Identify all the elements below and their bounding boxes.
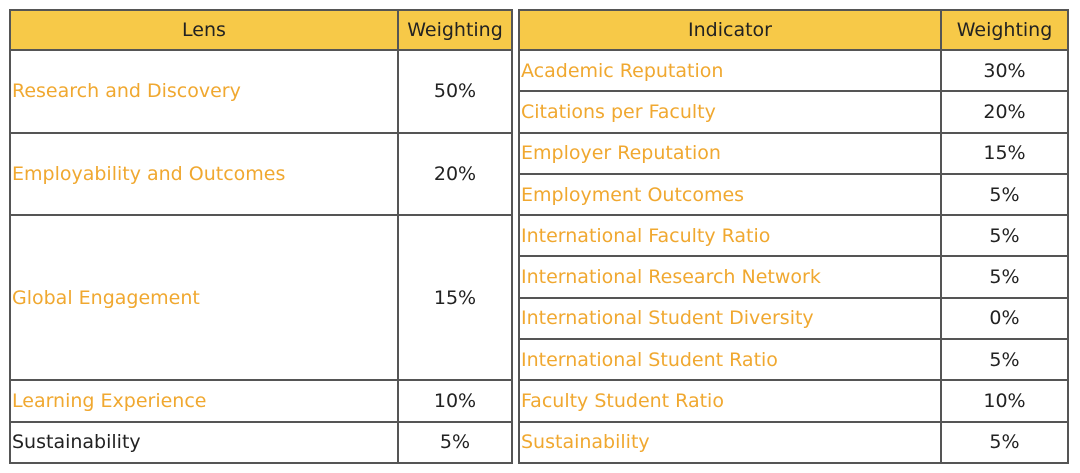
indicator-name: International Research Network <box>518 255 942 299</box>
indicator-name: Employer Reputation <box>518 131 942 175</box>
lens-name: Employability and Outcomes <box>9 131 399 217</box>
indicator-row: Employment Outcomes 5% <box>518 172 1069 217</box>
indicator-row: Sustainability 5% <box>518 420 1069 464</box>
lens-row: Employability and Outcomes 20% <box>9 131 513 217</box>
indicator-name: Citations per Faculty <box>518 90 942 134</box>
lens-row: Learning Experience 10% <box>9 379 513 423</box>
header-cell: Weighting <box>397 9 513 51</box>
lens-row: Sustainability 5% <box>9 420 513 464</box>
indicator-name: International Student Ratio <box>518 338 942 382</box>
lens-weighting: 20% <box>397 131 513 217</box>
lens-name: Global Engagement <box>9 214 399 382</box>
header-row: Lens Weighting <box>9 9 513 51</box>
lens-name: Learning Experience <box>9 379 399 423</box>
header-cell: Lens <box>9 9 399 51</box>
indicator-row: International Research Network 5% <box>518 255 1069 299</box>
lens-weighting: 5% <box>397 420 513 464</box>
indicator-weighting: 15% <box>940 131 1069 175</box>
lens-table: Lens Weighting Research and Discovery 50%… <box>9 9 513 464</box>
indicator-weighting: 5% <box>940 338 1069 382</box>
indicator-weighting: 5% <box>940 214 1069 258</box>
indicator-weighting: 5% <box>940 420 1069 464</box>
header-cell: Weighting <box>940 9 1069 51</box>
indicator-row: Employer Reputation 15% <box>518 131 1069 175</box>
lens-name: Research and Discovery <box>9 49 399 134</box>
lens-weighting: 50% <box>397 49 513 134</box>
indicator-name: International Faculty Ratio <box>518 214 942 258</box>
indicator-row: Faculty Student Ratio 10% <box>518 379 1069 423</box>
indicator-row: International Faculty Ratio 5% <box>518 214 1069 258</box>
indicator-weighting: 30% <box>940 48 1069 93</box>
indicator-weighting: 5% <box>940 255 1069 299</box>
indicator-name: Academic Reputation <box>518 48 942 93</box>
indicator-name: Faculty Student Ratio <box>518 379 942 423</box>
lens-row: Global Engagement 15% <box>9 214 513 382</box>
indicator-row: International Student Diversity 0% <box>518 296 1069 341</box>
indicator-name: Sustainability <box>518 420 942 464</box>
indicator-row: Academic Reputation 30% <box>518 48 1069 93</box>
lens-row: Research and Discovery 50% <box>9 49 513 134</box>
indicator-weighting: 0% <box>940 296 1069 341</box>
indicator-name: Employment Outcomes <box>518 172 942 217</box>
indicator-row: Citations per Faculty 20% <box>518 90 1069 134</box>
lens-name: Sustainability <box>9 420 399 464</box>
indicator-weighting: 10% <box>940 379 1069 423</box>
indicator-row: International Student Ratio 5% <box>518 338 1069 382</box>
header-row: Indicator Weighting <box>518 9 1069 51</box>
lens-weighting: 15% <box>397 214 513 382</box>
header-cell: Indicator <box>518 9 942 51</box>
indicator-table: Indicator Weighting Academic Reputation 3… <box>518 9 1069 464</box>
lens-weighting: 10% <box>397 379 513 423</box>
indicator-weighting: 20% <box>940 90 1069 134</box>
indicator-name: International Student Diversity <box>518 296 942 341</box>
indicator-weighting: 5% <box>940 172 1069 217</box>
